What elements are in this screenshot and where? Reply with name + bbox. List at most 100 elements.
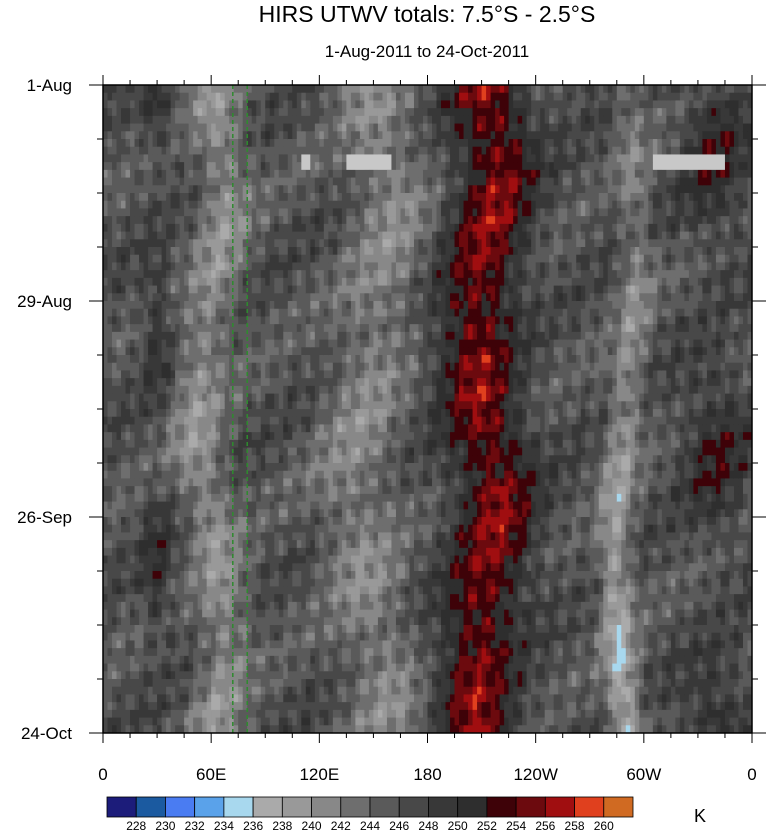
heatmap-cell [193,702,199,711]
heatmap-cell [170,632,176,642]
heatmap-cell [121,578,127,588]
heatmap-cell [130,717,136,726]
heatmap-cell [197,447,203,456]
heatmap-cell [107,247,113,256]
heatmap-cell [269,424,275,433]
heatmap-cell [161,223,167,233]
heatmap-cell [287,432,293,441]
heatmap-cell [319,609,325,618]
heatmap-cell [292,725,298,733]
heatmap-cell [359,239,366,248]
heatmap-cell [229,663,235,672]
heatmap-cell [220,725,226,733]
heatmap-cell [256,586,262,595]
heatmap-cell [125,694,131,703]
heatmap-cell [337,331,343,341]
heatmap-cell [116,208,122,217]
heatmap-cell [139,362,145,372]
heatmap-cell [359,123,366,132]
heatmap-cell [170,100,176,109]
heatmap-cell [184,177,190,186]
heatmap-cell [341,547,347,557]
heatmap-cell [229,339,235,348]
heatmap-cell [152,177,158,186]
heatmap-cell [215,270,221,279]
heatmap-cell [269,625,275,634]
heatmap-cell [139,578,145,588]
heatmap-cell [341,447,347,456]
heatmap-cell [319,416,325,426]
heatmap-cell [350,247,356,256]
heatmap-cell [296,123,302,132]
heatmap-cell [193,524,199,534]
heatmap-cell [125,663,131,672]
heatmap-cell [202,609,208,618]
heatmap-cell [287,85,293,94]
heatmap-cell [130,115,136,125]
heatmap-cell [143,223,149,233]
heatmap-cell [251,409,257,418]
heatmap-cell [323,185,329,194]
heatmap-cell [251,455,257,464]
heatmap-cell [260,547,266,557]
heatmap-cell [256,146,262,156]
heatmap-cell [166,324,172,333]
heatmap-cell [112,432,118,441]
heatmap-cell [278,108,284,117]
heatmap-cell [157,702,163,711]
heatmap-cell [193,424,199,433]
heatmap-cell [202,617,208,626]
heatmap-cell [332,108,338,117]
heatmap-cell [287,486,293,495]
heatmap-cell [292,123,298,132]
heatmap-cell [197,578,203,588]
heatmap-cell [247,355,253,364]
heatmap-cell [265,648,271,657]
heatmap-cell [287,501,293,510]
heatmap-cell [328,355,334,364]
heatmap-cell [283,432,289,441]
heatmap-cell [314,193,320,202]
heatmap-cell [206,92,212,102]
heatmap-cell [116,594,122,603]
heatmap-cell [112,416,118,426]
heatmap-cell [274,470,280,480]
heatmap-cell [211,717,217,726]
heatmap-cell [121,694,127,703]
heatmap-cell [350,586,356,595]
heatmap-cell [103,293,109,302]
heatmap-cell [283,85,289,94]
heatmap-cell [355,177,361,186]
heatmap-cell [283,709,289,719]
heatmap-cell [112,470,118,480]
heatmap-cell [188,115,194,125]
heatmap-cell [107,285,113,294]
heatmap-cell [341,555,347,564]
heatmap-cell [301,470,307,480]
heatmap-cell [206,239,212,248]
heatmap-cell [193,270,199,279]
heatmap-cell [233,293,239,302]
heatmap-cell [220,501,226,510]
heatmap-cell [274,586,280,595]
heatmap-cell [283,92,289,102]
heatmap-cell [278,301,284,310]
heatmap-cell [260,308,266,318]
heatmap-cell [161,632,167,642]
heatmap-cell [175,131,181,140]
heatmap-cell [134,347,140,356]
heatmap-cell [346,401,352,410]
heatmap-cell [215,401,221,410]
heatmap-cell [310,277,316,287]
heatmap-cell [130,725,136,733]
heatmap-cell [301,301,307,310]
heatmap-cell [238,486,244,495]
heatmap-cell [197,671,203,680]
heatmap-cell [175,439,181,449]
heatmap-cell [121,609,127,618]
heatmap-cell [112,378,118,387]
heatmap-cell [341,594,347,603]
heatmap-cell [206,177,212,186]
heatmap-cell [269,432,275,441]
heatmap-cell [220,331,226,341]
